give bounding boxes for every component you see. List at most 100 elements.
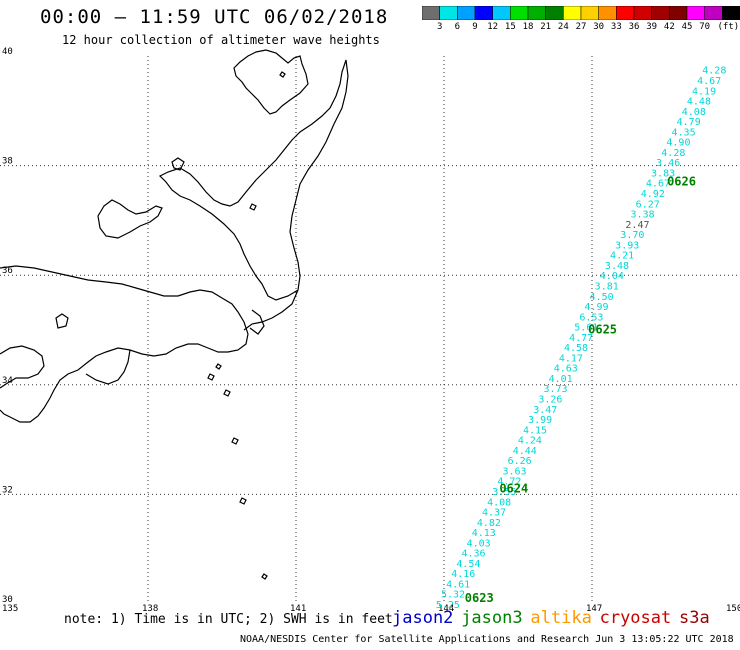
lon-tick-label: 144 <box>438 604 454 614</box>
scale-label: 12 <box>487 22 499 32</box>
swh-value-label: 4.99 <box>584 302 608 313</box>
swh-value-label: 4.92 <box>641 189 665 200</box>
swh-value-label: 4.58 <box>564 343 588 354</box>
swh-value-label: 4.03 <box>467 538 491 549</box>
coastline <box>0 49 349 580</box>
swh-value-label: 6.27 <box>636 199 660 210</box>
grid-lines <box>0 56 740 604</box>
swh-value-label: 4.01 <box>549 374 573 385</box>
swh-value-label: 4.35 <box>672 127 696 138</box>
map-title: 00:00 – 11:59 UTC 06/02/2018 <box>40 6 389 28</box>
swh-value-label: 5.25 <box>436 600 460 611</box>
swh-value-label: 4.63 <box>554 364 578 375</box>
pass-time-label: 0624 <box>499 481 528 495</box>
swh-value-label: 4.82 <box>477 518 501 529</box>
footer-credit: NOAA/NESDIS Center for Satellite Applica… <box>240 634 734 645</box>
scale-label: 18 <box>522 22 534 32</box>
swh-value-label: 4.90 <box>666 138 690 149</box>
scale-label: 3 <box>436 22 443 32</box>
swh-value-label: 4.72 <box>497 477 521 488</box>
swh-value-label: 3.46 <box>656 158 680 169</box>
swh-value-label: 4.67 <box>646 179 670 190</box>
swh-value-label: 5.61 <box>574 323 598 334</box>
lat-tick-label: 36 <box>2 266 13 276</box>
island-sado-small <box>279 71 286 78</box>
swh-value-label: 5.32 <box>441 590 465 601</box>
swh-value-label: 4.54 <box>456 559 480 570</box>
scale-label: 42 <box>663 22 675 32</box>
lat-tick-label: 32 <box>2 485 13 495</box>
swh-value-label: 4.08 <box>682 107 706 118</box>
lon-tick-label: 138 <box>142 604 158 614</box>
swh-value-label: 3.38 <box>631 210 655 221</box>
island-hachijo <box>239 497 247 505</box>
lon-tick-label: 141 <box>290 604 306 614</box>
scale-label: 36 <box>628 22 640 32</box>
swh-value-label: 2.47 <box>625 220 649 231</box>
swh-value-label: 3.70 <box>620 230 644 241</box>
scale-label: 6 <box>454 22 461 32</box>
scale-label: 27 <box>575 22 587 32</box>
lon-tick-label: 135 <box>2 604 18 614</box>
swh-value-label: 3.26 <box>538 395 562 406</box>
coastline-sado <box>171 157 185 171</box>
swh-value-label: 6.26 <box>508 456 532 467</box>
swh-value-label: 4.21 <box>610 251 634 262</box>
satellite-legend-jason3: jason3 <box>461 608 523 628</box>
swh-value-label: 4.16 <box>451 569 475 580</box>
swh-value-label: 4.28 <box>702 66 726 77</box>
pass-time-label: 0623 <box>465 591 494 605</box>
lat-tick-label: 34 <box>2 376 13 386</box>
coastline-shikoku <box>0 345 45 389</box>
island-aogashima <box>261 573 268 580</box>
swh-value-label: 4.24 <box>518 436 542 447</box>
scale-label: 21 <box>540 22 552 32</box>
lat-tick-label: 40 <box>2 47 13 57</box>
footer-note: note: 1) Time is in UTC; 2) SWH is in fe… <box>64 612 393 627</box>
satellite-legend-s3a: s3a <box>679 608 710 628</box>
swh-value-label: 4.50 <box>590 292 614 303</box>
swh-value-label: 4.28 <box>661 148 685 159</box>
lon-tick-label: 150 <box>726 604 740 614</box>
satellite-legend-altika: altika <box>530 608 592 628</box>
pass-time-labels: 0623 0624 0625 0626 <box>465 175 696 605</box>
axis-tick-labels: 135 138 141 144 147 150 40 38 36 34 32 30 <box>2 47 740 614</box>
satellite-legend-cryosat: cryosat <box>599 608 672 628</box>
swh-value-label: 3.47 <box>533 405 557 416</box>
swh-value-label: 4.37 <box>482 508 506 519</box>
coastline-kii <box>85 349 131 385</box>
pass-time-label: 0626 <box>667 175 696 189</box>
scale-label: 30 <box>593 22 605 32</box>
scale-label: 24 <box>557 22 569 32</box>
swh-value-label: 4.04 <box>600 271 624 282</box>
lat-tick-label: 38 <box>2 157 13 167</box>
pass-time-label: 0625 <box>588 322 617 336</box>
island-small-2 <box>207 373 215 381</box>
swh-value-label: 6.53 <box>579 312 603 323</box>
map-subtitle: 12 hour collection of altimeter wave hei… <box>62 33 380 47</box>
coastline-honshu-west <box>0 265 249 423</box>
swh-value-label: 3.81 <box>595 281 619 292</box>
scale-swatch <box>722 6 740 20</box>
swh-value-label: 4.48 <box>687 97 711 108</box>
island-small-3 <box>215 363 222 370</box>
swh-value-label: 4.17 <box>559 353 583 364</box>
scale-label: 33 <box>610 22 622 32</box>
scale-label: 70 <box>699 22 711 32</box>
coastline-noto <box>97 199 163 239</box>
scale-label: 45 <box>681 22 693 32</box>
lon-tick-label: 147 <box>586 604 602 614</box>
swh-value-label: 3.99 <box>528 415 552 426</box>
color-scale-bar <box>422 6 740 20</box>
swh-value-label: 3.73 <box>543 384 567 395</box>
island-oshima <box>223 389 231 397</box>
swh-value-label: 4.44 <box>513 446 537 457</box>
scale-label: 9 <box>472 22 478 32</box>
swh-value-label: 3.48 <box>605 261 629 272</box>
island-small-1 <box>249 203 257 211</box>
swh-value-label: 3.55 <box>492 487 516 498</box>
swh-value-label: 4.79 <box>677 117 701 128</box>
swh-value-label: 4.67 <box>697 76 721 87</box>
coastline-honshu-north <box>158 59 349 301</box>
